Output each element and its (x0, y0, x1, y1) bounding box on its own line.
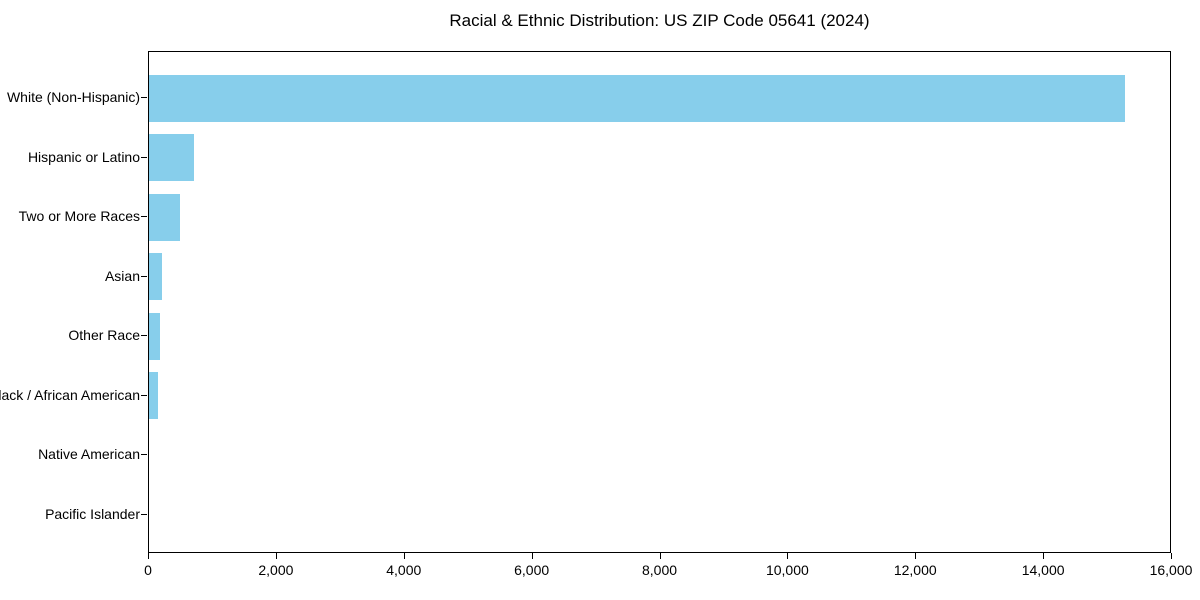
bar-hispanic-or-latino (149, 134, 194, 181)
plot-area (148, 51, 1171, 553)
y-tick-label: Black / African American (0, 386, 140, 403)
y-tick-mark (141, 216, 147, 217)
x-tick-mark (1043, 553, 1045, 559)
x-tick-mark (659, 553, 661, 559)
y-tick-mark (141, 454, 147, 455)
chart-title: Racial & Ethnic Distribution: US ZIP Cod… (449, 11, 870, 30)
x-tick-label: 16,000 (1149, 562, 1193, 578)
bar-black-african-american (149, 372, 159, 419)
bar-asian (149, 253, 163, 300)
y-tick-label: Other Race (68, 327, 140, 343)
x-tick-label: 8,000 (641, 562, 678, 578)
y-tick-label: Pacific Islander (45, 505, 140, 522)
x-tick-mark (403, 553, 405, 559)
x-tick-label: 4,000 (386, 562, 422, 578)
y-tick-label: Two or More Races (18, 208, 140, 224)
y-tick-mark (141, 156, 147, 158)
bar-white-non-hispanic (149, 74, 1126, 122)
x-tick-mark (275, 553, 277, 559)
y-tick-label: Hispanic or Latino (27, 148, 140, 165)
y-tick-mark (141, 275, 147, 277)
bar-other-race (149, 312, 160, 360)
x-tick-label: 10,000 (765, 562, 809, 578)
y-tick-mark (141, 513, 147, 515)
x-tick-label: 2,000 (258, 562, 294, 578)
x-tick-mark (148, 553, 149, 559)
x-tick-mark (915, 553, 917, 559)
x-tick-mark (787, 553, 789, 559)
y-tick-label: White (Non-Hispanic) (6, 89, 140, 105)
y-tick-mark (141, 97, 147, 98)
y-tick-label: Native American (38, 446, 140, 462)
x-tick-label: 6,000 (514, 562, 550, 578)
bar-two-or-more-races (149, 193, 180, 241)
x-tick-label: 12,000 (893, 562, 937, 578)
x-tick-mark (1171, 553, 1172, 559)
x-tick-label: 14,000 (1021, 562, 1065, 578)
x-tick-mark (531, 553, 533, 559)
y-tick-mark (141, 335, 147, 336)
y-tick-label: Asian (104, 267, 140, 284)
y-tick-mark (141, 394, 147, 396)
x-tick-label: 0 (144, 562, 152, 578)
